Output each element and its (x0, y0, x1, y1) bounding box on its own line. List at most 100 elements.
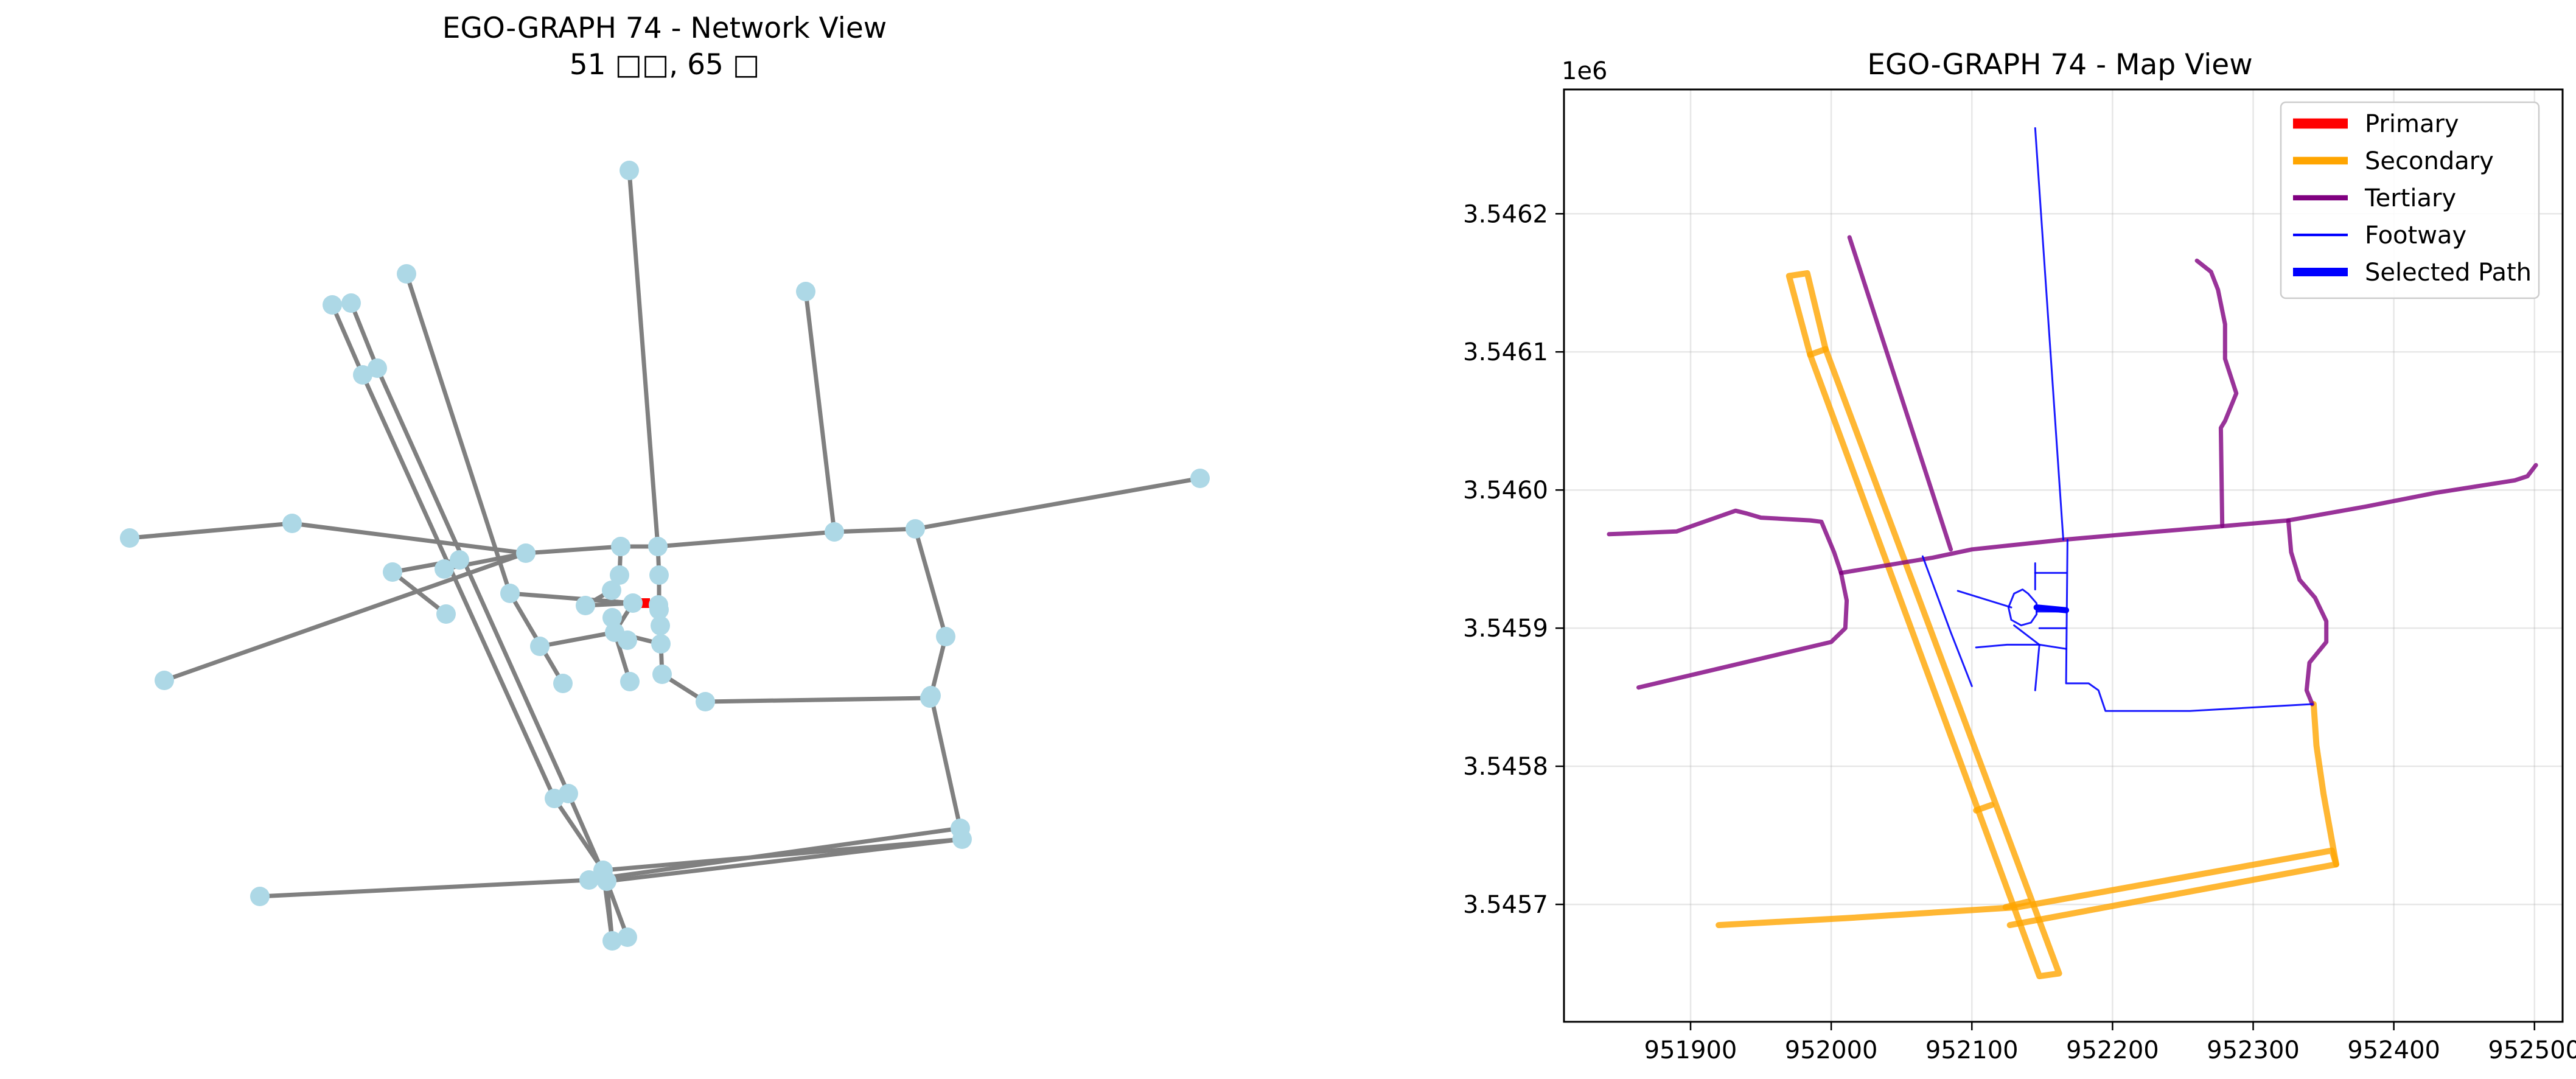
network-view-panel: EGO-GRAPH 74 - Network View 51 □□, 65 □ (120, 12, 1210, 951)
map-line-secondary (1716, 847, 2339, 929)
network-node (530, 637, 550, 656)
map-line-footway (1921, 555, 1973, 687)
legend-label: Footway (2365, 222, 2466, 250)
network-node (559, 784, 578, 803)
network-edge (604, 879, 615, 943)
network-edge (162, 551, 528, 683)
network-node (579, 870, 599, 890)
network-node (602, 581, 621, 600)
legend-label: Primary (2365, 110, 2459, 138)
network-node (397, 264, 416, 284)
network-edge (929, 634, 948, 698)
map-line-secondary (1973, 801, 1995, 814)
y-tick-label: 3.5462 (1463, 200, 1548, 228)
network-edge (929, 693, 963, 831)
map-axes-frame (1563, 88, 2564, 1023)
network-node (436, 604, 456, 624)
map-line-secondary (1807, 346, 1829, 358)
map-legend: Primary Secondary Tertiary Footway Selected … (2280, 101, 2540, 299)
network-edge (604, 879, 630, 940)
network-node (602, 608, 622, 627)
y-tick-label: 3.5460 (1463, 477, 1548, 505)
network-node (825, 522, 844, 542)
network-node (597, 871, 616, 891)
map-line-footway (2065, 539, 2314, 712)
network-node (500, 584, 520, 603)
network-node (906, 519, 925, 539)
network-node (250, 887, 270, 906)
network-node (920, 688, 940, 708)
network-node (602, 931, 622, 951)
network-node (620, 161, 639, 180)
map-line-tertiary (1838, 463, 2538, 575)
network-edge (257, 878, 592, 899)
network-node (155, 671, 174, 690)
network-node (553, 674, 573, 693)
map-view-panel: EGO-GRAPH 74 - Map View 1e6 951900 952000… (1463, 48, 2576, 1064)
network-node (651, 634, 671, 654)
map-line-footway (1956, 590, 2012, 609)
network-node (649, 595, 668, 615)
map-line-footway (1975, 643, 2067, 650)
map-line-footway (2013, 624, 2040, 691)
network-node (383, 562, 402, 582)
map-line-tertiary (2286, 518, 2329, 707)
network-node (516, 543, 536, 563)
y-tick-label: 3.5461 (1463, 338, 1548, 366)
network-node (649, 565, 669, 585)
map-line-footway (2034, 127, 2064, 541)
x-tick-label: 952000 (1785, 1036, 1878, 1064)
network-node (611, 537, 630, 556)
network-edge (390, 570, 449, 616)
network-node (618, 927, 637, 947)
network-node (936, 627, 955, 646)
network-edge (508, 591, 635, 606)
network-node (450, 550, 469, 570)
x-tick-label: 952300 (2207, 1036, 2300, 1064)
network-edge (604, 837, 965, 884)
network-node (952, 829, 972, 849)
network-edge (627, 168, 660, 549)
map-road-lines (1607, 127, 2538, 980)
network-node (576, 596, 595, 615)
map-line-tertiary (1636, 570, 1849, 690)
map-line-secondary (2002, 898, 2031, 910)
network-node (652, 665, 672, 684)
x-tick-label: 952200 (2066, 1036, 2159, 1064)
network-edge (832, 526, 918, 534)
map-line-tertiary (2194, 258, 2239, 528)
x-tick-label: 952100 (1925, 1036, 2019, 1064)
network-node (648, 537, 668, 556)
network-edge (523, 544, 623, 556)
network-edge (803, 289, 837, 534)
network-edge (913, 476, 1202, 531)
legend-label: Tertiary (2364, 184, 2456, 212)
network-node (368, 358, 387, 378)
x-tick-label: 952500 (2488, 1036, 2576, 1064)
network-edges (127, 168, 1202, 943)
network-node (341, 293, 361, 313)
network-node (282, 514, 302, 533)
y-tick-label: 3.5457 (1463, 891, 1548, 919)
network-node (610, 565, 629, 585)
network-edge (375, 366, 571, 796)
x-tick-label: 952400 (2347, 1036, 2440, 1064)
map-title: EGO-GRAPH 74 - Map View (1867, 48, 2252, 82)
network-edge (290, 521, 528, 556)
network-edge (127, 521, 295, 540)
network-edge (703, 696, 932, 704)
network-node (435, 559, 454, 579)
network-title-line2: 51 □□, 65 □ (570, 48, 760, 82)
y-tick-label: 3.5459 (1463, 615, 1548, 643)
map-line-secondary (2310, 701, 2339, 868)
network-node (796, 282, 815, 301)
network-edge (349, 301, 380, 371)
network-node (620, 672, 640, 691)
map-x-axis: 951900 952000 952100 952200 952300 952400 9525… (1644, 1022, 2576, 1064)
y-tick-label: 3.5458 (1463, 753, 1548, 781)
x-tick-label: 951900 (1644, 1036, 1737, 1064)
network-node (323, 295, 342, 315)
network-node (353, 365, 372, 385)
network-edge (360, 372, 557, 801)
